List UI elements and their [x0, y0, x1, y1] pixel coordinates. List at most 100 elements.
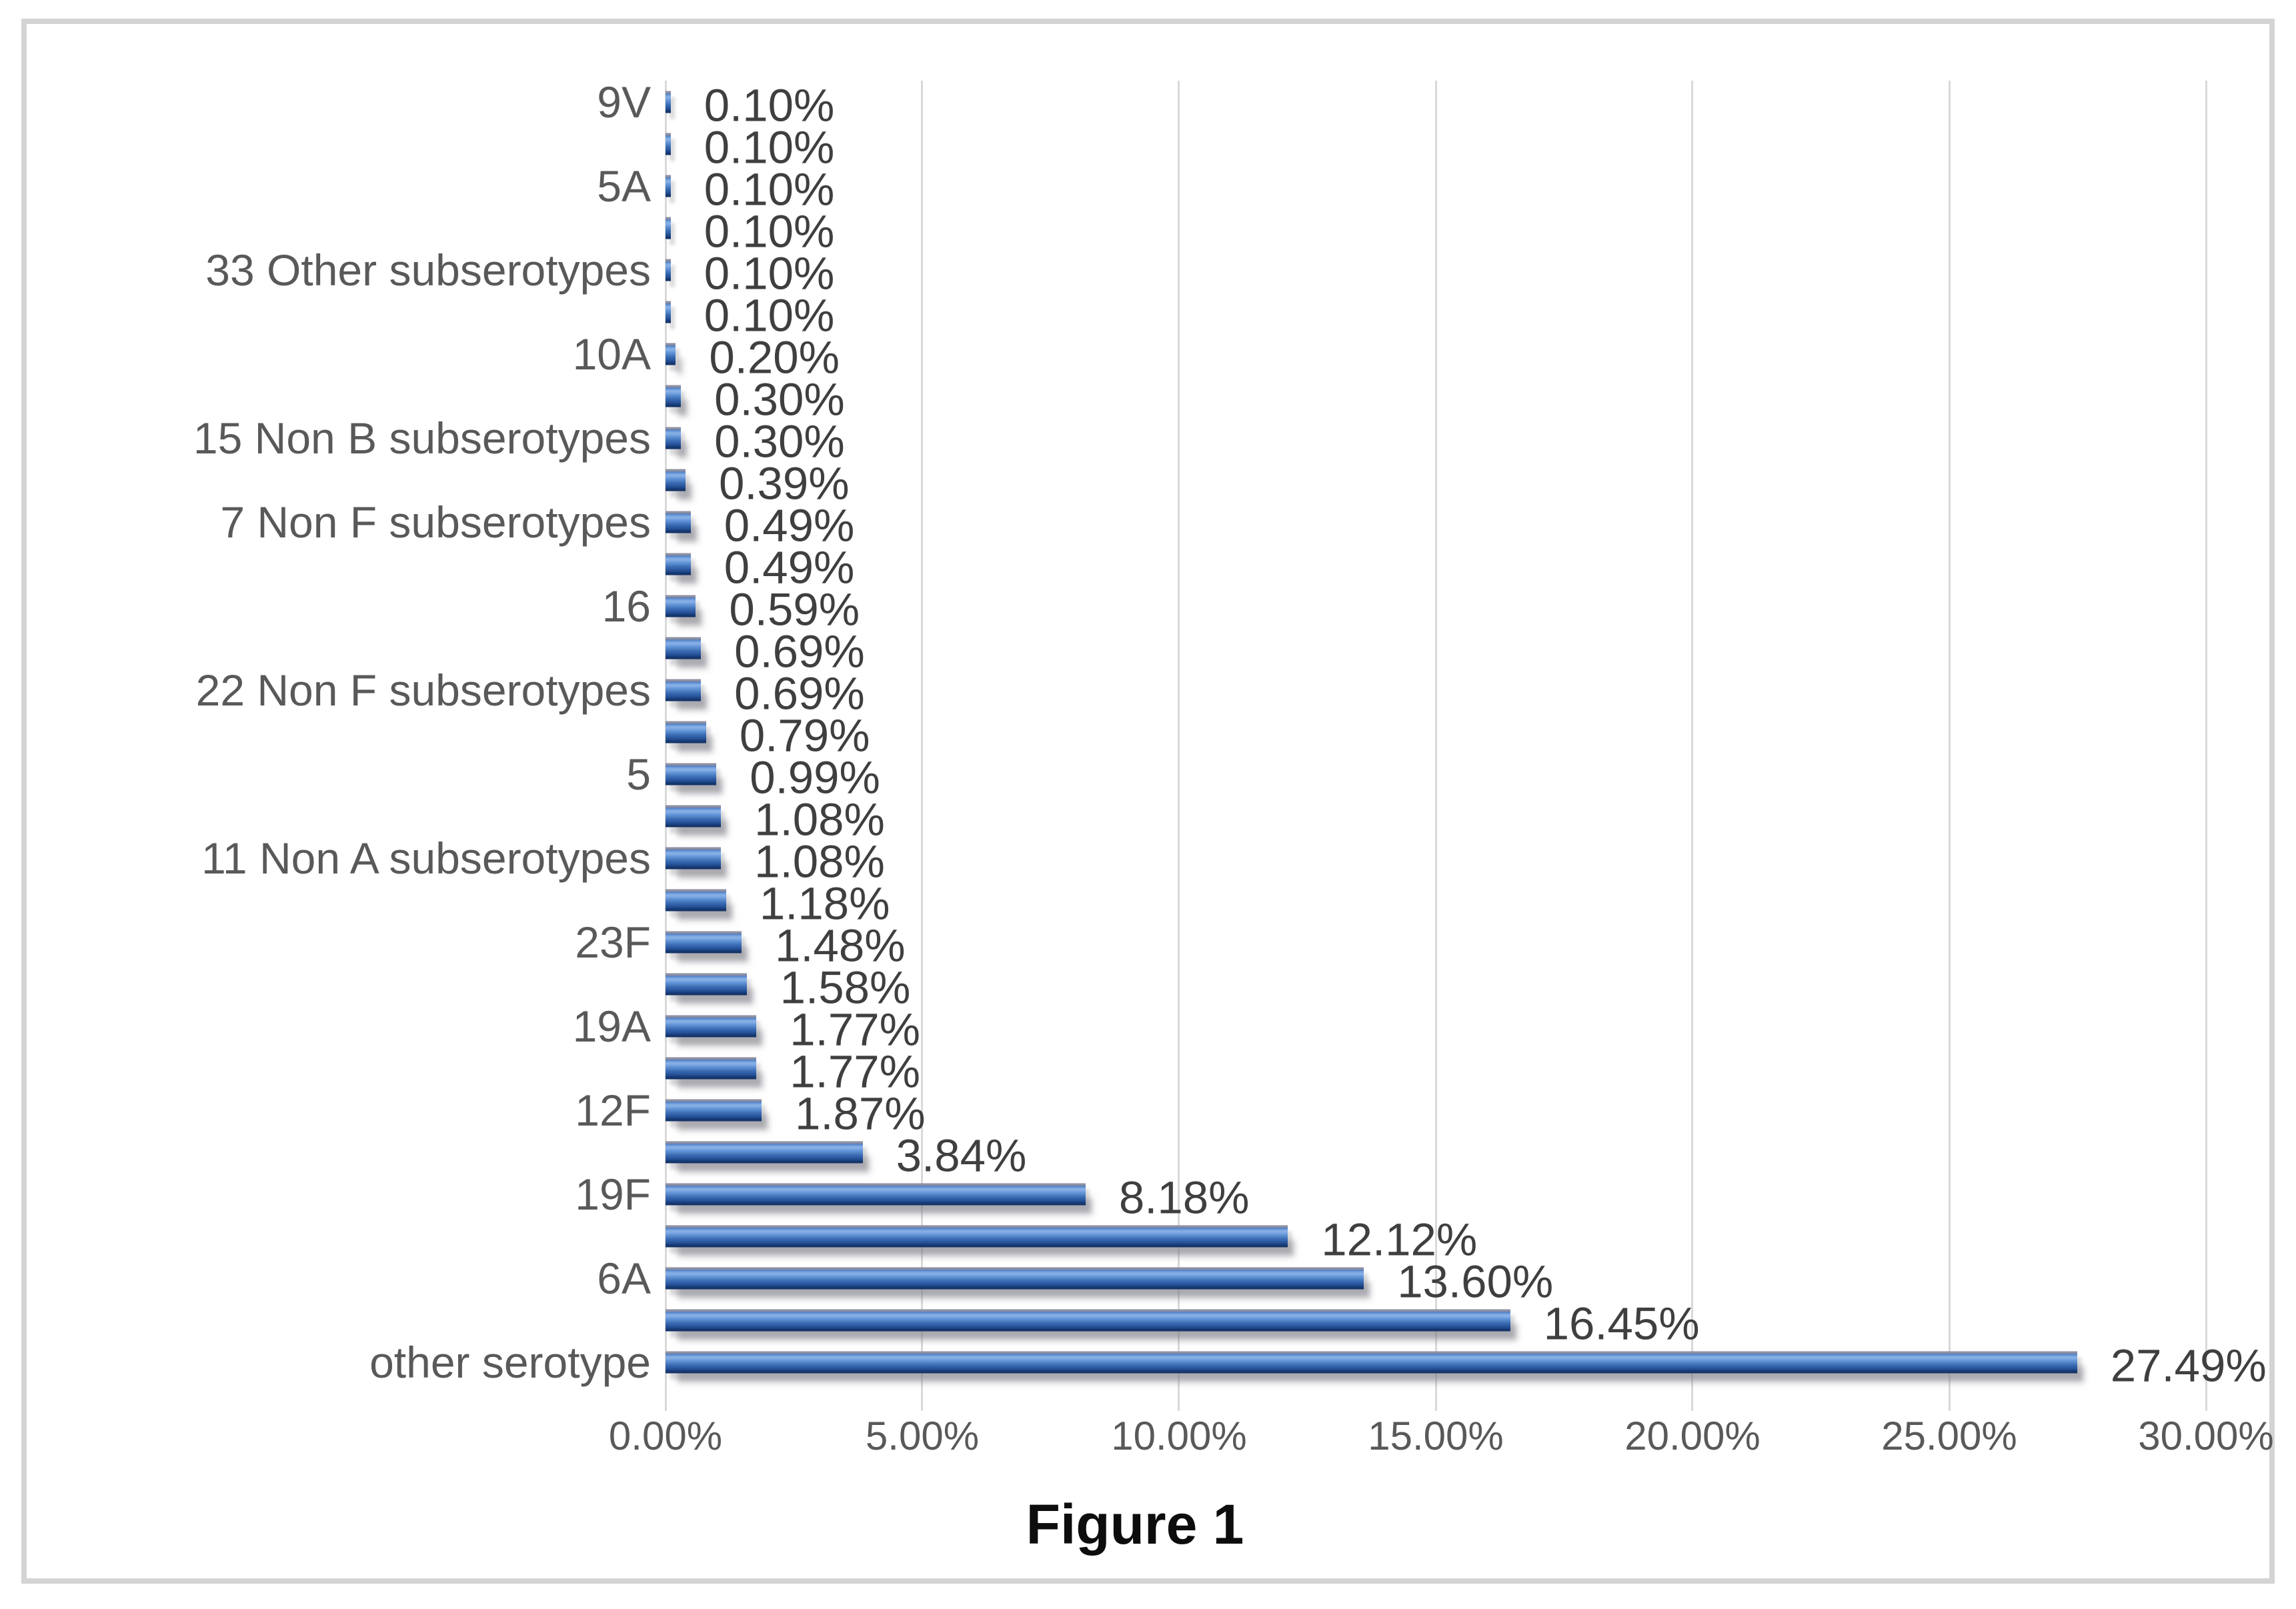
value-label: 1.58%: [780, 962, 911, 1013]
bar: [666, 763, 717, 785]
bar-row: 3.84%: [666, 1131, 2206, 1178]
bar-row: 12F 1.87%: [575, 1088, 2206, 1137]
value-label: 0.30%: [714, 373, 845, 425]
value-label: 0.10%: [704, 205, 835, 257]
bar-row: 5A 0.10%: [597, 164, 2206, 213]
value-label: 0.49%: [724, 541, 855, 593]
bar-row: 11 Non A subserotypes 1.08%: [201, 836, 2206, 885]
gridline: [1178, 81, 1180, 1411]
bar: [666, 1225, 1288, 1247]
bar: [666, 259, 671, 281]
value-label: 1.18%: [759, 878, 890, 929]
bar-row: 9V 0.10%: [597, 80, 2206, 129]
bar: [666, 637, 702, 659]
bar-row: 23F 1.48%: [575, 920, 2206, 969]
value-label: 0.10%: [704, 121, 835, 173]
bar: [666, 133, 671, 155]
bar: [666, 973, 747, 995]
bar-row: 1.18%: [666, 879, 2206, 926]
category-label: 15 Non B subserotypes: [193, 413, 651, 463]
bar-row: 0.79%: [666, 711, 2206, 758]
bar-row: 1.58%: [666, 963, 2206, 1010]
bar: [666, 1267, 1364, 1289]
bar: [666, 553, 691, 575]
value-label: 0.99%: [750, 751, 880, 803]
bar-row: 22 Non F subserotypes 0.69%: [196, 668, 2206, 717]
bar-row: 16.45%: [666, 1299, 2206, 1346]
bar: [666, 469, 686, 491]
value-label: 1.08%: [754, 793, 885, 845]
category-label: 33 Other subserotypes: [205, 245, 651, 295]
gridline: [664, 81, 667, 1411]
category-label: 22 Non F subserotypes: [195, 665, 651, 715]
value-label: 1.48%: [774, 920, 906, 971]
value-label: 1.08%: [754, 836, 885, 887]
bar: [666, 217, 671, 239]
bar-row: 7 Non F subserotypes 0.49%: [220, 500, 2206, 549]
value-label: 8.18%: [1118, 1172, 1250, 1223]
value-label: 0.10%: [704, 289, 835, 341]
bar-row: 0.10%: [666, 123, 2206, 170]
x-tick-label: 0.00%: [608, 1414, 723, 1458]
category-label: 5A: [597, 161, 651, 211]
value-label: 3.84%: [896, 1130, 1027, 1181]
bar: [666, 595, 696, 617]
category-label: 12F: [575, 1085, 651, 1135]
bar-row: 0.49%: [666, 543, 2206, 590]
value-label: 1.77%: [790, 1004, 920, 1055]
bar-row: 19A 1.77%: [573, 1004, 2206, 1053]
category-label: 5: [626, 749, 651, 799]
value-label: 1.77%: [790, 1046, 920, 1097]
bar: [666, 301, 671, 323]
value-label: 0.10%: [704, 247, 835, 299]
bar: [666, 1351, 2077, 1373]
bar: [666, 1099, 762, 1121]
bar: [666, 1015, 757, 1037]
x-tick-label: 30.00%: [2138, 1414, 2274, 1458]
gridline: [921, 81, 924, 1411]
value-label: 13.60%: [1397, 1256, 1554, 1307]
value-label: 0.39%: [719, 457, 850, 509]
category-label: 16: [602, 581, 651, 631]
bar: [666, 805, 722, 827]
category-label: 19F: [575, 1169, 651, 1219]
gridline: [2205, 81, 2207, 1411]
bar-row: 1.08%: [666, 795, 2206, 842]
bar: [666, 91, 671, 113]
category-label: 7 Non F subserotypes: [220, 497, 651, 547]
value-label: 0.30%: [714, 415, 845, 467]
bar-row: 0.30%: [666, 375, 2206, 422]
category-label: 11 Non A subserotypes: [201, 833, 651, 883]
bar-row: 0.39%: [666, 459, 2206, 506]
bar-row: 19F 8.18%: [575, 1172, 2206, 1221]
gridline: [1691, 81, 1694, 1411]
category-label: other serotype: [369, 1337, 651, 1387]
bar: [666, 511, 691, 533]
gridline: [1948, 81, 1951, 1411]
bar-row: 5 0.99%: [626, 752, 2206, 801]
bar: [666, 175, 671, 197]
value-label: 0.10%: [704, 163, 835, 215]
bar: [666, 343, 676, 365]
bar-row: 0.69%: [666, 627, 2206, 674]
category-label: 23F: [575, 917, 651, 967]
chart-border-frame: 9V 0.10% 0.10% 5A 0.10% 0.10% 33 Other subsero…: [21, 19, 2275, 1584]
plot-area: 9V 0.10% 0.10% 5A 0.10% 0.10% 33 Other subsero…: [193, 80, 2267, 1411]
bar: [666, 889, 726, 911]
bar-row: other serotype 27.49%: [369, 1340, 2267, 1389]
x-tick-label: 20.00%: [1624, 1414, 1761, 1458]
bar-row: 33 Other subserotypes 0.10%: [205, 248, 2206, 297]
value-label: 0.20%: [709, 331, 840, 383]
bar: [666, 1183, 1086, 1205]
bar-row: 10A 0.20%: [573, 332, 2206, 381]
bar: [666, 1309, 1510, 1331]
category-label: 6A: [597, 1253, 651, 1303]
bar: [666, 931, 742, 953]
value-label: 12.12%: [1321, 1214, 1478, 1265]
bar-row: 6A 13.60%: [597, 1256, 2206, 1305]
bar: [666, 385, 682, 407]
value-label: 0.10%: [704, 79, 835, 131]
bar-row: 12.12%: [666, 1215, 2206, 1262]
value-label: 0.49%: [724, 499, 855, 551]
